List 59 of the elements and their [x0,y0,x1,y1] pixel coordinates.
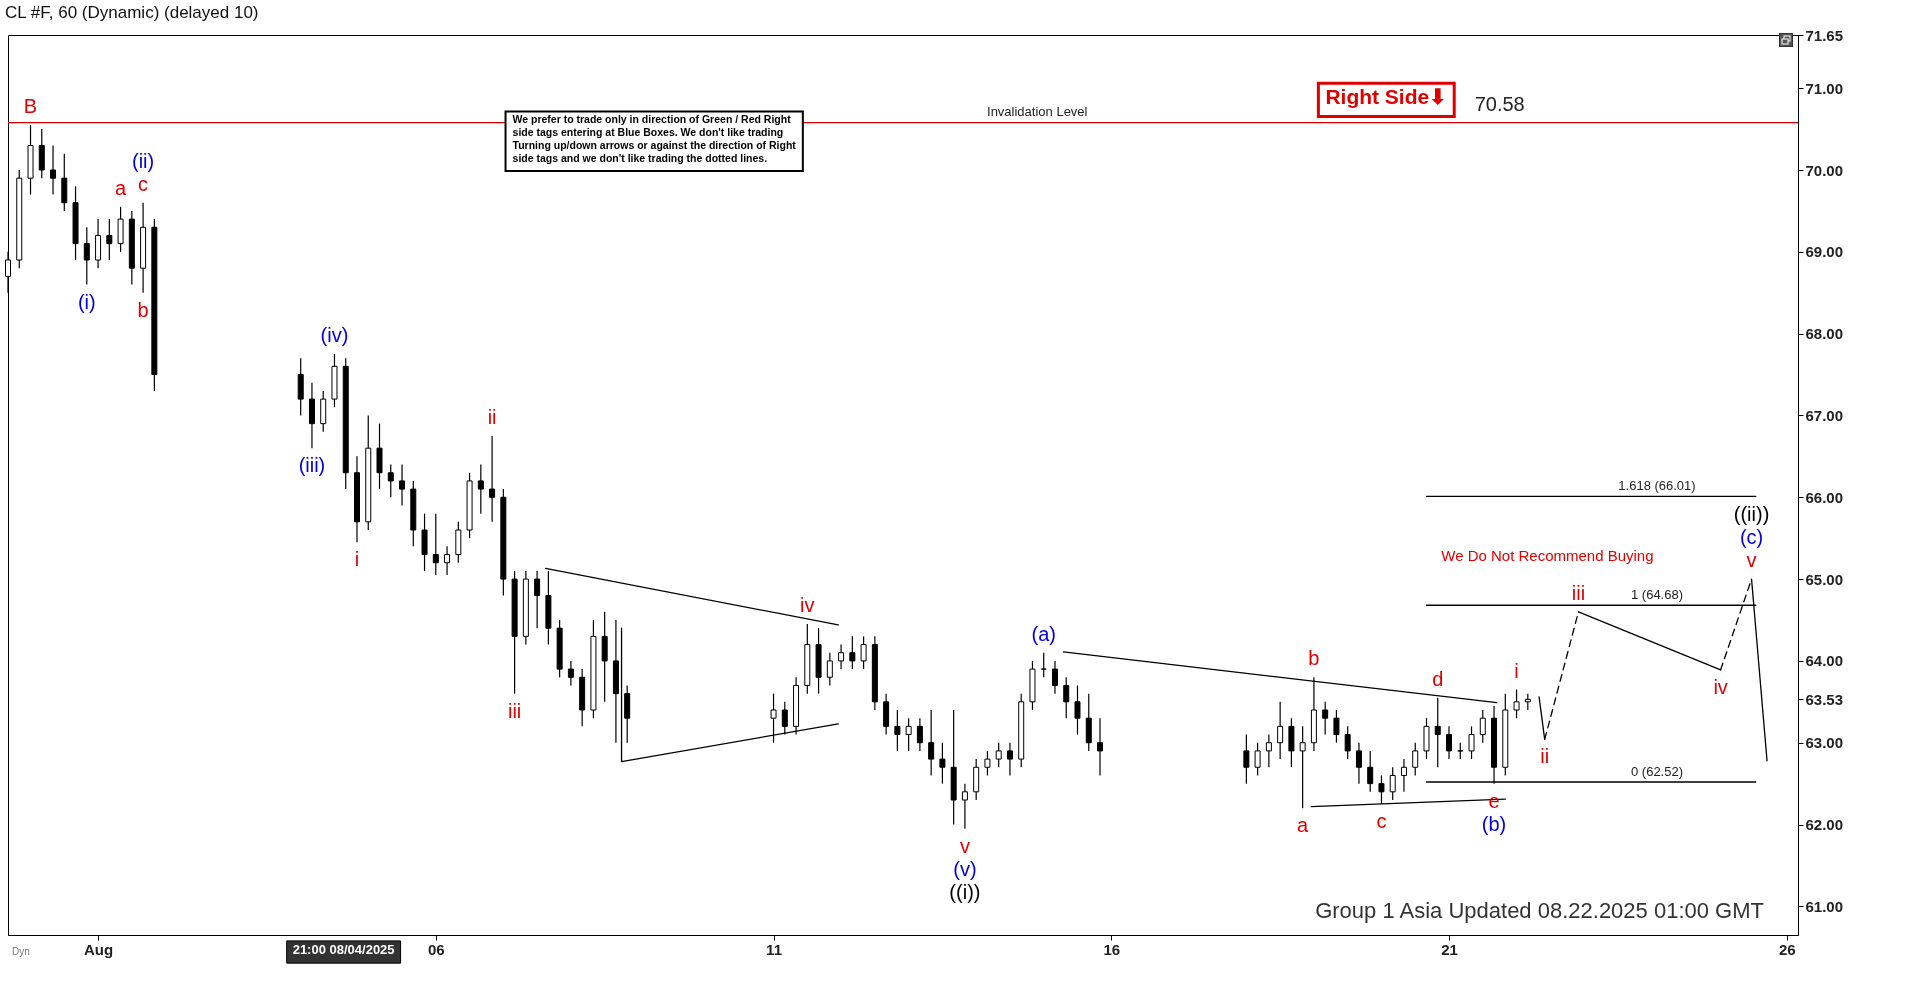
x-tick-label: 21 [1441,940,1458,958]
annotation: 70.58 [1474,92,1525,115]
series-label: 1 (64.68) [1630,587,1684,603]
annotation: ((i)) [949,880,981,903]
y-tick-label: 69.00 [1805,243,1844,261]
y-tick-label: 66.00 [1805,488,1844,506]
annotation: ii [487,405,497,428]
y-tick-label: 61.00 [1805,897,1844,915]
text: 21:00 08/04/2025 [292,941,395,957]
annotation: iii [507,699,522,722]
annotation: v [1746,549,1757,572]
y-tick-label: 64.00 [1805,652,1844,670]
y-tick-label: 67.00 [1805,406,1844,424]
x-tick-label: 16 [1103,940,1121,958]
annotation: b [137,298,149,321]
y-tick-label: 62.00 [1805,816,1844,834]
annotation: (iii) [298,454,326,477]
y-tick-label: 65.00 [1805,570,1844,588]
annotation: (ii) [131,149,155,172]
annotation: B [23,95,38,117]
annotation: c [138,172,149,195]
y-tick-label: 71.65 [1805,26,1844,44]
annotation: Right Side⬇ [1325,84,1448,108]
x-tick-label: Aug [83,940,114,958]
annotation: c [1376,810,1387,833]
x-tick-label: 26 [1778,940,1796,958]
annotation: (v) [953,857,977,880]
annotation: iii [1571,581,1586,604]
annotation: b [1308,647,1320,670]
annotation: (iv) [320,324,349,347]
annotation: (b) [1481,812,1507,835]
ref-line-label: Invalidation Level [987,103,1088,119]
y-tick-label: 63.53 [1805,690,1844,708]
annotation: i [354,548,360,571]
y-tick-label: 63.00 [1805,734,1844,752]
annotation: i [1514,659,1519,682]
annotation: a [115,176,128,199]
annotation: We prefer to trade only in direction of Green / Red Right side tags entering at Blue Boxes. We don't like trading Turning up/down arrows or against the direction of Right side tags and we don't like trading the dotted lines. [512,112,797,165]
annotation: (a) [1031,622,1056,645]
y-tick-label: 71.00 [1805,79,1844,97]
chart-title: CL #F, 60 (Dynamic) (delayed 10) [5,3,259,22]
annotation: ((ii)) [1733,503,1770,526]
annotation: (c) [1739,526,1764,549]
annotation: v [959,834,970,857]
y-tick-label: 70.00 [1805,161,1844,179]
annotation: a [1297,814,1310,837]
series-label: 1.618 (66.01) [1618,478,1696,494]
annotation: iv [800,594,815,617]
annotation: (i) [77,290,96,313]
x-tick-label: 11 [766,940,782,958]
series-label: 0 (62.52) [1630,764,1684,779]
text: Dyn [12,945,30,957]
x-tick-label: 06 [427,940,445,958]
annotation: ii [1540,745,1550,768]
y-tick-label: 68.00 [1805,325,1844,343]
annotation: iv [1713,675,1728,698]
annotation: d [1432,667,1444,690]
annotation: Group 1 Asia Updated 08.22.2025 01:00 GMT [1315,898,1764,924]
annotation: We Do Not Recommend Buying [1441,546,1654,564]
